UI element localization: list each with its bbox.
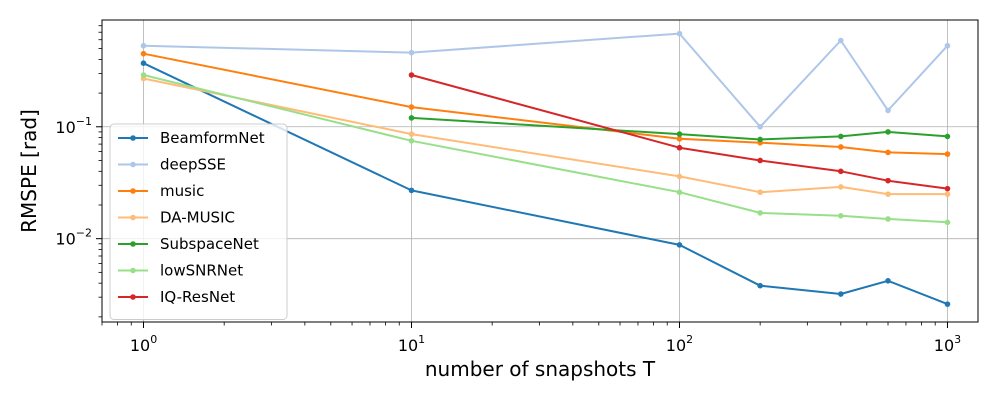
- series-beamformnet: [140, 60, 951, 307]
- series-line-subspacenet: [411, 116, 948, 141]
- data-point-beamformnet: [676, 242, 683, 248]
- data-point-da-music: [944, 191, 951, 197]
- data-point-lowsnrnet: [140, 72, 147, 78]
- data-point-beamformnet: [140, 60, 147, 66]
- data-point-deepsse: [757, 123, 763, 130]
- data-point-iq-resnet: [757, 157, 763, 164]
- legend-label-music: music: [160, 182, 204, 200]
- data-point-da-music: [885, 191, 891, 197]
- series-layer: [140, 30, 951, 307]
- data-point-subspacenet: [838, 133, 844, 140]
- x-axis-label: number of snapshots T: [425, 357, 656, 381]
- legend-marker-da-music: [130, 214, 136, 221]
- legend-label-lowsnrnet: lowSNRNet: [160, 262, 243, 280]
- legend-marker-iq-resnet: [130, 294, 136, 300]
- data-point-deepsse: [140, 42, 147, 49]
- data-point-deepsse: [838, 37, 844, 44]
- legend-marker-beamformnet: [130, 135, 136, 141]
- data-point-music: [140, 50, 147, 57]
- x-tick-label: 102: [666, 333, 693, 355]
- tick-labels: 100 101 102 103 10−2 10−1: [55, 115, 961, 355]
- x-tick-label: 100: [130, 333, 157, 355]
- legend: BeamformNet deepSSE music DA-MUSIC SubspaceN…: [109, 123, 288, 320]
- data-point-da-music: [408, 131, 415, 137]
- y-tick-label: 10−1: [55, 115, 92, 137]
- data-point-deepsse: [408, 49, 415, 56]
- minor-ticks: [98, 25, 936, 326]
- legend-label-subspacenet: SubspaceNet: [160, 235, 259, 253]
- data-point-subspacenet: [757, 136, 763, 143]
- data-point-subspacenet: [408, 115, 415, 121]
- data-point-beamformnet: [408, 187, 415, 194]
- plot-frame: [101, 19, 979, 323]
- x-tick-label: 103: [934, 333, 961, 355]
- data-point-beamformnet: [944, 301, 951, 307]
- data-point-lowsnrnet: [885, 216, 891, 222]
- data-point-lowsnrnet: [757, 210, 763, 216]
- data-point-subspacenet: [944, 133, 951, 140]
- data-point-beamformnet: [838, 291, 844, 297]
- legend-label-iq-resnet: IQ-ResNet: [160, 288, 235, 306]
- y-axis-label: RMSPE [rad]: [17, 109, 41, 233]
- data-point-iq-resnet: [944, 185, 951, 192]
- series-iq-resnet: [408, 72, 951, 192]
- data-point-da-music: [676, 173, 683, 180]
- data-point-music: [676, 136, 683, 142]
- legend-label-beamformnet: BeamformNet: [160, 129, 265, 147]
- data-point-beamformnet: [885, 278, 891, 284]
- series-line-iq-resnet: [411, 74, 948, 190]
- legend-marker-subspacenet: [130, 241, 136, 247]
- series-subspacenet: [408, 115, 951, 143]
- legend-label-deepsse: deepSSE: [160, 156, 226, 174]
- data-point-lowsnrnet: [944, 219, 951, 226]
- data-point-subspacenet: [885, 129, 891, 135]
- data-point-iq-resnet: [676, 144, 683, 151]
- legend-marker-lowsnrnet: [130, 267, 136, 274]
- data-point-lowsnrnet: [408, 137, 415, 144]
- data-point-da-music: [838, 184, 844, 190]
- data-point-deepsse: [944, 42, 951, 49]
- legend-box: [109, 123, 288, 320]
- data-point-music: [944, 151, 951, 157]
- data-point-lowsnrnet: [838, 213, 844, 219]
- data-point-deepsse: [676, 30, 683, 37]
- data-point-beamformnet: [757, 282, 763, 289]
- data-point-music: [838, 144, 844, 150]
- legend-label-da-music: DA-MUSIC: [160, 209, 235, 227]
- data-point-deepsse: [885, 107, 891, 114]
- series-lowsnrnet: [140, 72, 951, 226]
- data-point-iq-resnet: [408, 72, 415, 78]
- data-point-lowsnrnet: [676, 189, 683, 196]
- data-point-music: [885, 149, 891, 156]
- legend-marker-deepsse: [130, 161, 136, 168]
- legend-marker-music: [130, 188, 136, 194]
- data-point-music: [408, 104, 415, 110]
- data-point-iq-resnet: [838, 168, 844, 175]
- y-tick-label: 10−2: [55, 227, 92, 249]
- x-tick-label: 101: [398, 333, 425, 355]
- grid-lines: [102, 20, 978, 322]
- data-point-iq-resnet: [885, 177, 891, 184]
- series-deepsse: [140, 30, 951, 130]
- data-point-da-music: [757, 189, 763, 196]
- data-point-subspacenet: [676, 131, 683, 137]
- major-ticks: [96, 126, 948, 328]
